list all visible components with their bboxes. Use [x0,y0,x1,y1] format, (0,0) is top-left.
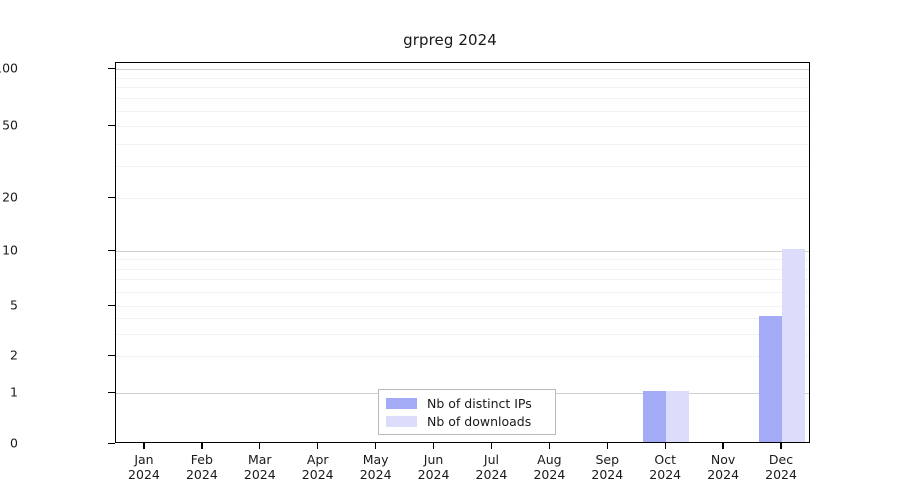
gridline-minor [116,356,809,357]
bar-downloads [666,391,690,442]
gridline-minor [116,291,809,293]
y-axis-tick-mark [108,442,115,444]
x-axis-tick-label: Mar 2024 [243,452,276,482]
gridline-minor [116,98,809,100]
x-axis-tick-mark [548,443,551,449]
gridline-minor [116,87,809,89]
x-axis-tick-mark [201,443,203,449]
y-axis-tick-mark [108,304,115,306]
page-title: grpreg 2024 [403,31,497,49]
legend-swatch-ips [386,397,417,409]
gridline-minor [116,268,809,270]
chart-legend: Nb of distinct IPs Nb of downloads [378,389,556,435]
y-axis-tick-mark [108,391,115,393]
x-axis-tick-mark [664,443,666,449]
x-axis-tick-mark [722,443,724,449]
y-axis-tick-mark [108,354,115,356]
legend-label: Nb of downloads [427,413,532,429]
y-axis-tick-mark [108,196,115,198]
gridline-minor [116,111,809,112]
x-axis-tick-label: Jan 2024 [128,452,160,482]
x-axis-tick-label: May 2024 [359,452,392,482]
gridline-minor [116,166,809,168]
bar-downloads [782,249,806,442]
x-axis-tick-label: Jun 2024 [417,452,450,482]
y-axis-tick-label: 5 [10,297,18,313]
x-axis-tick-label: Nov 2024 [707,452,740,482]
gridline-major [116,251,809,252]
plot-area [115,62,810,443]
y-axis-tick-label: 2 [10,347,18,363]
x-axis-tick-mark [780,443,782,449]
y-axis-tick-mark [108,124,115,126]
x-axis-tick-mark [374,443,377,449]
bar-distinct-ips [758,316,783,442]
x-axis-tick-label: Feb 2024 [185,452,218,482]
gridline-minor [116,143,809,145]
legend-label: Nb of distinct IPs [427,395,532,411]
x-axis-tick-label: Oct 2024 [649,452,682,482]
y-axis-tick-mark [108,67,115,69]
bar-distinct-ips [643,391,667,442]
legend-item: Nb of downloads [386,412,548,430]
gridline-major [116,69,809,70]
y-axis-tick-label: 0 [10,435,18,451]
gridline-minor [116,198,809,199]
x-axis-tick-mark [606,443,608,449]
y-axis-tick-mark [108,249,115,251]
y-axis-tick-label: 20 [2,189,18,205]
x-axis-tick-label: Dec 2024 [765,452,797,482]
gridline-minor [116,318,809,320]
y-axis-tick-label: 1 [10,384,18,400]
legend-item: Nb of distinct IPs [386,394,548,412]
gridline-minor [116,259,809,261]
x-axis-tick-mark [143,443,145,449]
gridline-minor [116,306,809,307]
x-axis-tick-mark [317,443,319,449]
y-axis-tick-label: 100 [0,60,18,76]
y-axis-tick-label: 10 [2,242,18,258]
x-axis-tick-mark [432,443,435,449]
x-axis-tick-mark [490,443,493,449]
x-axis-tick-label: Jul 2024 [475,452,508,482]
x-axis-tick-label: Sep 2024 [591,452,624,482]
gridline-minor [116,77,809,79]
legend-swatch-dl [386,415,417,427]
x-axis-tick-label: Apr 2024 [301,452,334,482]
x-axis-tick-label: Aug 2024 [533,452,566,482]
y-axis-tick-label: 50 [2,117,18,133]
gridline-minor [116,333,809,335]
gridline-minor [116,279,809,281]
gridline-minor [116,126,809,127]
x-axis-tick-mark [259,443,261,449]
